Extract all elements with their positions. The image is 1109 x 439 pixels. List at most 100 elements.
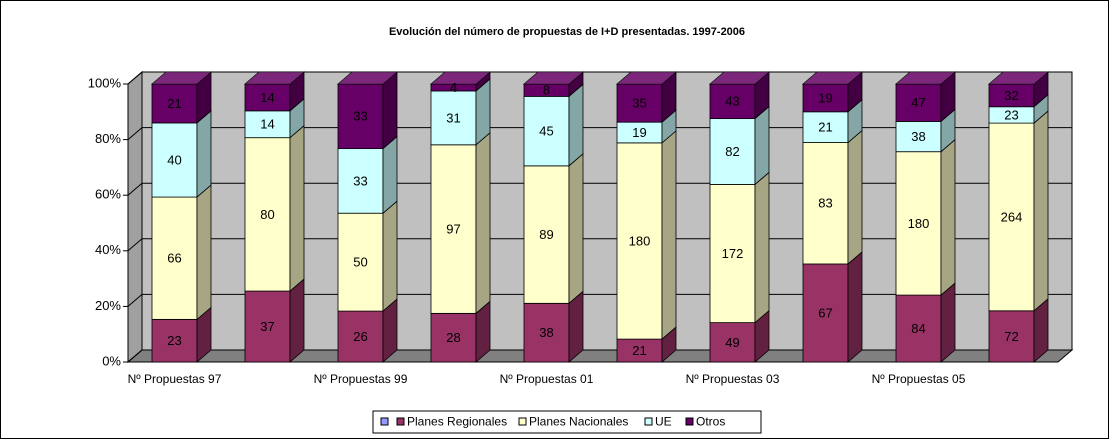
bar-segment	[337, 83, 384, 150]
bar-segment	[151, 196, 198, 320]
data-label: 50	[353, 255, 367, 270]
bar-side-shade	[1034, 94, 1048, 124]
legend-swatch	[644, 417, 653, 426]
bar-top	[243, 71, 306, 85]
y-tick-label: 100%	[88, 75, 122, 90]
data-label: 80	[260, 207, 274, 222]
bar-top-shade	[896, 72, 955, 84]
data-label: 180	[629, 233, 651, 248]
legend-label: UE	[655, 415, 672, 429]
bar-side-shade	[941, 283, 955, 362]
bar-side-shade	[476, 132, 490, 314]
data-label: 67	[818, 305, 832, 320]
bar-top	[708, 71, 771, 85]
data-label: 40	[167, 152, 181, 167]
data-label: 28	[446, 330, 460, 345]
legend-box	[372, 410, 762, 434]
bar-side-shade	[662, 110, 676, 143]
legend-label: Planes Regionales	[407, 415, 507, 429]
bar-side-shade	[569, 72, 583, 97]
grid-line-side	[127, 238, 143, 252]
legend-swatch	[396, 417, 405, 426]
bar-side-shade	[476, 301, 490, 362]
bar-side-shade	[848, 251, 862, 362]
x-tick-label: Nº Propuestas 99	[314, 372, 408, 386]
data-label: 14	[260, 117, 274, 132]
data-label: 180	[908, 216, 930, 231]
bar-segment	[895, 151, 942, 296]
bar-side-shade	[1034, 111, 1048, 311]
bar-segment	[802, 111, 849, 143]
bar-side-shade	[197, 307, 211, 362]
data-label: 97	[446, 222, 460, 237]
grid-line-side	[127, 182, 143, 196]
bar-top-shade	[152, 72, 211, 84]
bar-side-shade	[290, 279, 304, 362]
data-label: 43	[725, 94, 739, 109]
y-tick-label: 80%	[95, 131, 121, 146]
bar-side-shade	[755, 106, 769, 185]
y-tick-label: 40%	[95, 242, 121, 257]
bar-side-shade	[755, 72, 769, 119]
legend-swatch	[518, 417, 527, 426]
grid-line-side	[127, 71, 143, 85]
x-tick-label: Nº Propuestas 03	[686, 372, 780, 386]
y-tick-label: 60%	[95, 187, 121, 202]
side-wall	[127, 70, 143, 364]
data-label: 66	[167, 251, 181, 266]
data-label: 21	[632, 343, 646, 358]
x-tick-label: Nº Propuestas 01	[500, 372, 594, 386]
bar-segment	[709, 118, 756, 185]
bar-top-shade	[245, 72, 304, 84]
bar-top-shade	[710, 72, 769, 84]
data-label: 72	[1004, 329, 1018, 344]
data-label: 23	[167, 333, 181, 348]
bar-top-shade	[524, 72, 583, 84]
bar-top-shade	[803, 72, 862, 84]
bar-side-shade	[383, 136, 397, 214]
grid-line-side	[127, 349, 143, 363]
data-label: 172	[722, 246, 744, 261]
data-label: 33	[353, 109, 367, 124]
data-label: 89	[539, 227, 553, 242]
bar-side-shade	[569, 153, 583, 304]
bar-top	[150, 71, 213, 85]
bar-segment	[709, 322, 756, 363]
data-label: 37	[260, 319, 274, 334]
bar-top	[336, 71, 399, 85]
bar-top-shade	[617, 72, 676, 84]
bar-segment	[244, 110, 291, 139]
data-label: 32	[1004, 88, 1018, 103]
bar-side-shade	[290, 72, 304, 111]
data-label: 8	[543, 83, 550, 98]
bar-segment	[244, 290, 291, 363]
bar-side-shade	[755, 310, 769, 362]
bar-segment	[616, 142, 663, 340]
chart-title: Evolución del número de propuestas de I+…	[389, 26, 745, 38]
data-label: 14	[260, 90, 274, 105]
data-label: 82	[725, 144, 739, 159]
bar-top-shade	[989, 72, 1048, 84]
grid-line-side	[127, 294, 143, 307]
bar-side-shade	[941, 139, 955, 296]
data-label: 4	[450, 80, 457, 95]
data-label: 84	[911, 321, 925, 336]
data-label: 45	[539, 124, 553, 139]
bar-side-shade	[848, 72, 862, 112]
data-label: 49	[725, 335, 739, 350]
bar-segment	[616, 83, 663, 123]
bar-side-shade	[1034, 298, 1048, 362]
data-label: 19	[632, 125, 646, 140]
x-tick-label: Nº Propuestas 05	[872, 372, 966, 386]
bar-top-shade	[431, 72, 490, 84]
data-label: 21	[167, 96, 181, 111]
bar-side-shade	[848, 130, 862, 264]
data-label: 26	[353, 329, 367, 344]
y-tick-label: 0%	[102, 353, 121, 368]
data-label: 31	[446, 110, 460, 125]
bar-segment	[523, 165, 570, 304]
legend-label: Otros	[696, 415, 725, 429]
y-tick-label: 20%	[95, 298, 121, 313]
data-label: 19	[818, 90, 832, 105]
